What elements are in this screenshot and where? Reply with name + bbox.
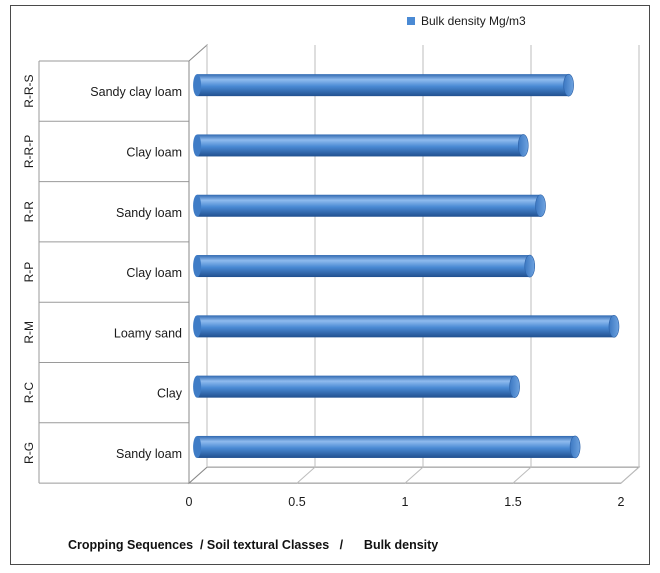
sequence-label: R-R	[22, 201, 36, 223]
axis-lines	[38, 60, 190, 484]
sequence-label: R-R-S	[22, 74, 36, 107]
bar-cap	[569, 435, 581, 459]
bar	[193, 375, 520, 398]
bar-base	[193, 315, 202, 338]
bar-cap	[509, 375, 520, 398]
bar-body	[197, 255, 530, 278]
category-label: Loamy sand	[114, 326, 182, 340]
chart-caption: Cropping Sequences / Soil textural Class…	[68, 538, 439, 552]
sequence-label: R-R-P	[22, 135, 36, 168]
bar	[193, 134, 529, 157]
category-label: Sandy loam	[116, 447, 182, 461]
bar-body	[197, 375, 515, 398]
floor-gridline	[404, 466, 424, 484]
bar-cap	[535, 194, 546, 218]
bar-body	[197, 194, 541, 217]
bars	[193, 73, 620, 459]
bar-cap	[608, 315, 620, 338]
sequence-label: R-G	[22, 442, 36, 464]
bar	[193, 435, 581, 459]
bar-cap	[524, 254, 536, 278]
x-tick-labels: 0 0.5 1 1.5 2	[186, 495, 625, 509]
x-tick-label: 0	[186, 495, 193, 509]
bar	[193, 73, 574, 97]
bar-base	[193, 74, 202, 97]
floor-gridline	[512, 466, 532, 484]
sequence-labels: R-G R-C R-M R-P R-R R-R-P R-R-S	[22, 74, 36, 463]
legend-swatch	[407, 17, 415, 25]
category-label: Clay loam	[126, 145, 182, 159]
floor-gridline	[620, 466, 640, 484]
legend-label: Bulk density Mg/m3	[421, 14, 526, 28]
x-tick-label: 2	[618, 495, 625, 509]
bar-body	[197, 435, 576, 458]
sequence-label: R-P	[22, 262, 36, 283]
bar-body	[197, 134, 524, 157]
category-label: Clay	[157, 387, 183, 401]
x-tick-label: 1	[402, 495, 409, 509]
bar	[193, 194, 546, 218]
bar-base	[193, 255, 202, 278]
x-tick-label: 0.5	[288, 495, 305, 509]
legend: Bulk density Mg/m3	[407, 14, 526, 28]
bar-body	[197, 315, 614, 338]
bar-base	[193, 375, 202, 398]
category-label: Sandy loam	[116, 206, 182, 220]
sequence-label: R-C	[22, 382, 36, 404]
sequence-label: R-M	[22, 321, 36, 344]
floor-gridline	[296, 466, 316, 484]
bar-base	[193, 435, 202, 458]
x-tick-label: 1.5	[504, 495, 521, 509]
bar-base	[193, 194, 202, 217]
bar	[193, 315, 620, 338]
category-label: Sandy clay loam	[90, 85, 182, 99]
chart-frame: Sandy loam Clay Loamy sand Clay loam Sandy l…	[10, 5, 650, 565]
bar-cap	[563, 73, 574, 97]
bar-body	[197, 74, 569, 97]
category-label: Clay loam	[126, 266, 182, 280]
bar-chart: Sandy loam Clay Loamy sand Clay loam Sandy l…	[22, 14, 641, 509]
category-labels: Sandy loam Clay Loamy sand Clay loam Sandy l…	[90, 85, 182, 461]
bar-cap	[517, 134, 529, 157]
bar	[193, 254, 536, 278]
bar-base	[193, 134, 202, 157]
